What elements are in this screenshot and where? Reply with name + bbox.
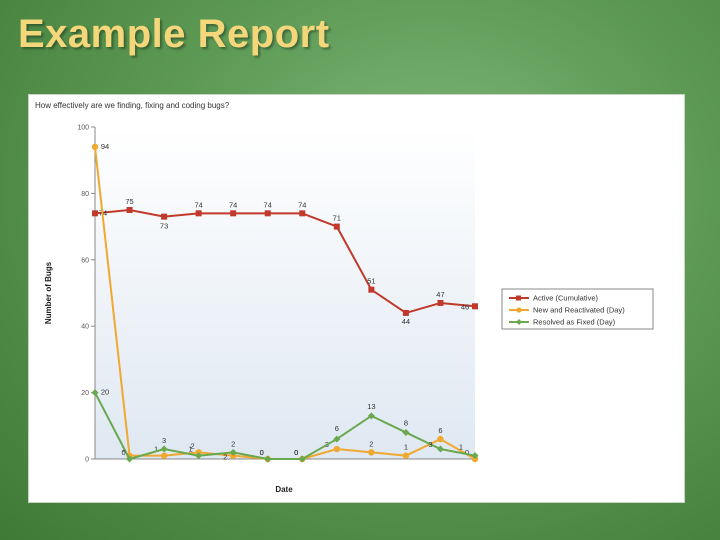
- data-label: 47: [436, 290, 444, 299]
- chart-title: How effectively are we finding, fixing a…: [35, 101, 230, 110]
- data-label: 2: [223, 453, 227, 462]
- chart-legend: Active (Cumulative) New and Reactivated (…: [501, 288, 654, 330]
- data-point: [264, 210, 271, 217]
- data-label: 13: [367, 402, 375, 411]
- data-point: [402, 452, 410, 459]
- y-tick-label: 0: [85, 457, 89, 464]
- data-point: [161, 213, 168, 220]
- data-label: 94: [101, 142, 109, 151]
- data-label: 74: [298, 200, 306, 209]
- y-tick-label: 100: [77, 125, 89, 132]
- data-point: [229, 448, 237, 456]
- data-label: 0: [294, 448, 298, 457]
- data-label: 0: [465, 448, 469, 457]
- data-label: 1: [459, 443, 463, 452]
- data-label: 74: [229, 200, 237, 209]
- data-point: [402, 428, 410, 436]
- chart-panel: How effectively are we finding, fixing a…: [28, 94, 685, 503]
- data-point: [333, 223, 340, 230]
- data-label: 2: [191, 441, 195, 450]
- data-label: 71: [333, 214, 341, 223]
- data-point: [368, 449, 375, 456]
- data-label: 73: [160, 222, 168, 231]
- data-point: [91, 143, 99, 151]
- data-label: 74: [194, 200, 202, 209]
- data-label: 75: [125, 197, 133, 206]
- plot-area: [95, 127, 475, 459]
- data-point: [471, 452, 479, 460]
- legend-swatch-marker: [516, 307, 522, 313]
- data-label: 0: [260, 448, 264, 457]
- data-label: 1: [404, 443, 408, 452]
- legend-entry: Active (Cumulative): [533, 294, 599, 303]
- data-point: [92, 210, 98, 217]
- data-point: [367, 412, 375, 420]
- data-point: [91, 389, 99, 397]
- data-label: 2: [369, 439, 373, 448]
- data-label: 20: [101, 388, 109, 397]
- y-axis-label: Number of Bugs: [44, 261, 53, 324]
- data-point: [160, 452, 168, 459]
- slide-title: Example Report: [18, 12, 330, 56]
- data-label: 3: [162, 436, 166, 445]
- data-point: [402, 309, 409, 316]
- legend-swatch-marker: [516, 319, 522, 325]
- data-point: [333, 445, 341, 453]
- data-point: [160, 445, 168, 453]
- data-point: [298, 455, 306, 463]
- y-tick-label: 20: [81, 390, 89, 397]
- series-line: [94, 392, 476, 461]
- series-line: [94, 208, 476, 315]
- data-point: [333, 435, 341, 443]
- data-label: 2: [231, 439, 235, 448]
- data-label: 44: [402, 317, 410, 326]
- data-label: 6: [335, 424, 339, 433]
- data-label: 3: [428, 440, 432, 449]
- data-label: 74: [264, 200, 272, 209]
- data-point: [195, 452, 203, 460]
- data-point: [195, 210, 202, 217]
- data-point: [264, 455, 272, 463]
- y-tick-label: 60: [81, 257, 89, 264]
- data-point: [299, 210, 306, 217]
- data-point: [230, 210, 237, 217]
- x-axis-label: Date: [275, 485, 293, 494]
- y-tick-label: 40: [81, 324, 89, 331]
- data-point: [126, 207, 133, 213]
- data-label: 0: [260, 448, 264, 457]
- data-label: 46: [461, 302, 469, 311]
- data-point: [368, 286, 375, 293]
- legend-swatch-marker: [516, 295, 521, 301]
- data-point: [437, 299, 444, 306]
- data-label: 0: [294, 448, 298, 457]
- data-label: 8: [404, 418, 408, 427]
- data-label: 0: [121, 448, 125, 457]
- y-tick-label: 80: [81, 191, 89, 198]
- legend-entry: New and Reactivated (Day): [533, 306, 625, 315]
- data-point: [472, 303, 478, 310]
- line-chart: How effectively are we finding, fixing a…: [35, 101, 654, 494]
- data-label: 51: [367, 277, 375, 286]
- data-label: 1: [154, 445, 158, 454]
- data-point: [437, 435, 444, 443]
- data-label: 6: [438, 426, 442, 435]
- data-point: [126, 455, 134, 463]
- legend-entry: Resolved as Fixed (Day): [533, 318, 616, 327]
- data-label: 1: [189, 445, 193, 454]
- data-point: [436, 445, 444, 453]
